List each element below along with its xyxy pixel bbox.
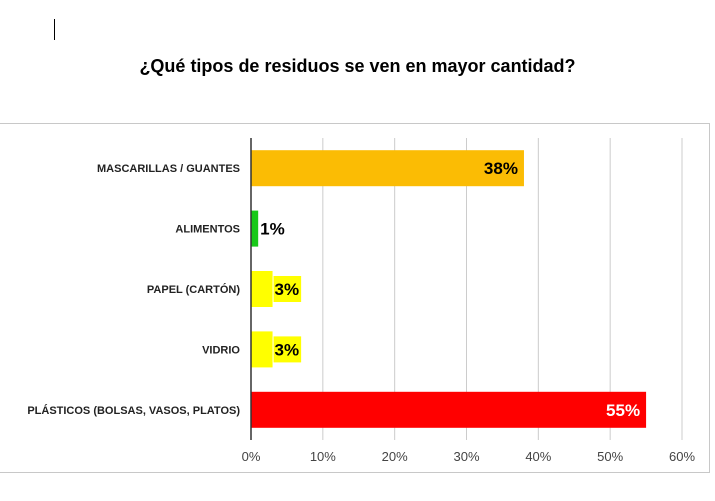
data-label: 3% (275, 280, 300, 299)
bar (251, 331, 273, 368)
data-label-highlight (273, 276, 302, 302)
x-tick-label: 20% (382, 449, 408, 464)
chart-frame (0, 123, 710, 473)
data-label: 38% (484, 159, 518, 178)
x-tick-label: 10% (310, 449, 336, 464)
category-label: VIDRIO (202, 344, 240, 356)
x-tick-label: 60% (669, 449, 695, 464)
x-tick-label: 50% (597, 449, 623, 464)
bar (251, 391, 647, 428)
x-tick-label: 0% (242, 449, 261, 464)
chart-title: ¿Qué tipos de residuos se ven en mayor c… (139, 56, 576, 76)
data-label: 55% (606, 401, 640, 420)
category-label: MASCARILLAS / GUANTES (97, 163, 240, 175)
x-tick-label: 40% (525, 449, 551, 464)
category-label: PAPEL (CARTÓN) (147, 283, 240, 296)
category-label: ALIMENTOS (175, 224, 240, 236)
data-label-highlight (273, 336, 302, 363)
data-label: 3% (275, 340, 300, 359)
x-tick-label: 30% (453, 449, 479, 464)
text-cursor (54, 19, 55, 40)
bar (251, 210, 259, 247)
category-label: PLÁSTICOS (BOLSAS, VASOS, PLATOS) (27, 404, 240, 417)
data-label: 1% (260, 220, 285, 239)
bar (251, 271, 273, 307)
bar (251, 150, 524, 187)
